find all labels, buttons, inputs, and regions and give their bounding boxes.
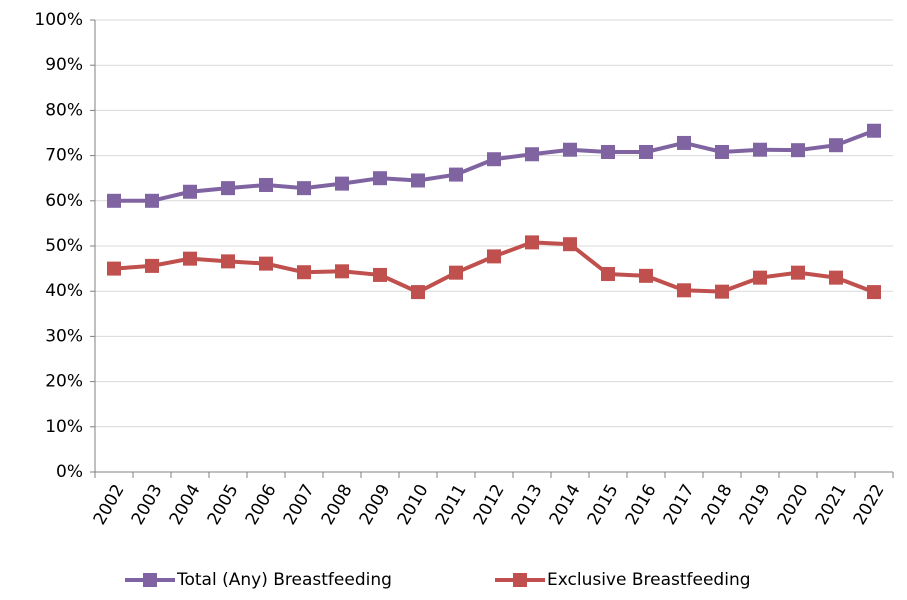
y-tick-label: 90% (45, 55, 83, 75)
marker (753, 270, 767, 285)
marker (107, 193, 121, 208)
marker (525, 147, 539, 162)
y-tick-label: 30% (45, 326, 83, 346)
marker (867, 123, 881, 138)
y-tick-label: 100% (34, 10, 83, 30)
marker (297, 265, 311, 280)
x-tick-label: 2006 (242, 481, 281, 528)
marker (373, 267, 387, 282)
marker (563, 142, 577, 157)
marker (753, 142, 767, 157)
x-tick-label: 2013 (508, 481, 547, 528)
x-tick-label: 2022 (850, 481, 889, 528)
x-tick-label: 2011 (432, 481, 471, 528)
marker (867, 285, 881, 300)
marker (449, 167, 463, 182)
x-tick-label: 2016 (622, 481, 661, 528)
marker (145, 258, 159, 273)
y-tick-label: 10% (45, 417, 83, 437)
x-tick-label: 2014 (546, 481, 585, 528)
marker (259, 177, 273, 192)
marker (449, 265, 463, 280)
marker (791, 265, 805, 280)
x-tick-label: 2021 (812, 481, 851, 528)
marker (183, 251, 197, 266)
marker (829, 138, 843, 153)
marker (487, 249, 501, 264)
x-tick-label: 2010 (394, 481, 433, 528)
x-tick-label: 2015 (584, 481, 623, 528)
legend-marker (513, 573, 527, 587)
marker (715, 284, 729, 299)
x-tick-label: 2020 (774, 481, 813, 528)
x-tick-label: 2012 (470, 481, 509, 528)
x-tick-label: 2018 (698, 481, 737, 528)
legend-label: Total (Any) Breastfeeding (176, 570, 392, 590)
marker (715, 144, 729, 159)
y-tick-label: 20% (45, 372, 83, 392)
marker (639, 144, 653, 159)
y-tick-label: 80% (45, 100, 83, 120)
marker (601, 144, 615, 159)
marker (335, 176, 349, 191)
legend-label: Exclusive Breastfeeding (547, 570, 751, 590)
marker (791, 143, 805, 158)
marker (221, 254, 235, 269)
x-tick-label: 2019 (736, 481, 775, 528)
marker (259, 256, 273, 271)
marker (677, 135, 691, 150)
marker (601, 267, 615, 282)
y-tick-label: 0% (56, 462, 83, 482)
marker (563, 237, 577, 252)
x-tick-label: 2009 (356, 481, 395, 528)
marker (829, 270, 843, 285)
y-tick-label: 40% (45, 281, 83, 301)
y-tick-label: 70% (45, 146, 83, 166)
x-tick-label: 2017 (660, 481, 699, 528)
marker (411, 285, 425, 300)
marker (639, 268, 653, 283)
legend-marker (143, 573, 157, 587)
marker (183, 184, 197, 199)
marker (373, 171, 387, 186)
marker (487, 152, 501, 167)
x-tick-label: 2007 (280, 481, 319, 528)
marker (107, 261, 121, 276)
y-tick-label: 60% (45, 191, 83, 211)
marker (297, 181, 311, 196)
marker (221, 181, 235, 196)
marker (145, 193, 159, 208)
marker (525, 235, 539, 250)
marker (335, 264, 349, 279)
x-tick-label: 2003 (128, 481, 167, 528)
marker (411, 173, 425, 188)
x-tick-label: 2002 (90, 481, 129, 528)
x-tick-label: 2008 (318, 481, 357, 528)
x-tick-label: 2004 (166, 481, 205, 528)
x-tick-label: 2005 (204, 481, 243, 528)
marker (677, 283, 691, 298)
y-tick-label: 50% (45, 236, 83, 256)
